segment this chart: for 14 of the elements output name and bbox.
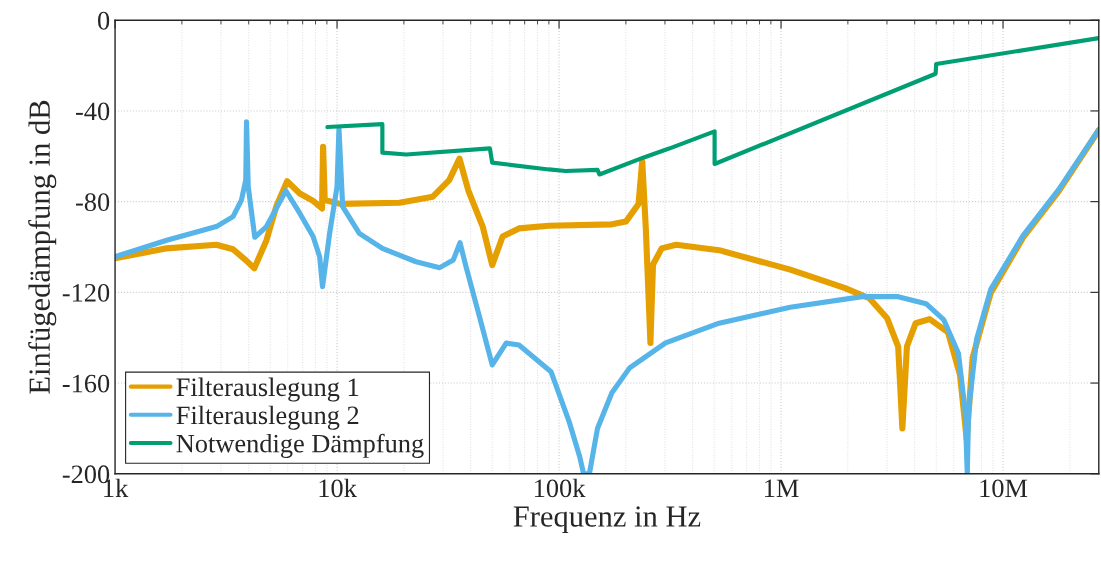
x-axis-title: Frequenz in Hz (513, 506, 701, 534)
x-tick-label: 10M (980, 479, 1028, 498)
legend-label: Filterauslegung 1 (176, 377, 359, 402)
x-tick-label: 1M (765, 479, 799, 497)
legend-label: Filterauslegung 2 (176, 405, 359, 430)
y-axis-title: Einfügedämpfung in dB (28, 100, 57, 394)
y-tick-label: 0 (98, 11, 110, 30)
legend-label: Notwendige Dämpfung (176, 433, 424, 458)
x-tick-label: 100k (534, 478, 586, 498)
y-tick-label: -80 (76, 193, 110, 212)
y-tick-label: -120 (62, 283, 110, 302)
y-tick-label: -40 (76, 102, 110, 121)
y-tick-label: -160 (62, 374, 110, 393)
x-tick-label: 10k (319, 478, 357, 498)
